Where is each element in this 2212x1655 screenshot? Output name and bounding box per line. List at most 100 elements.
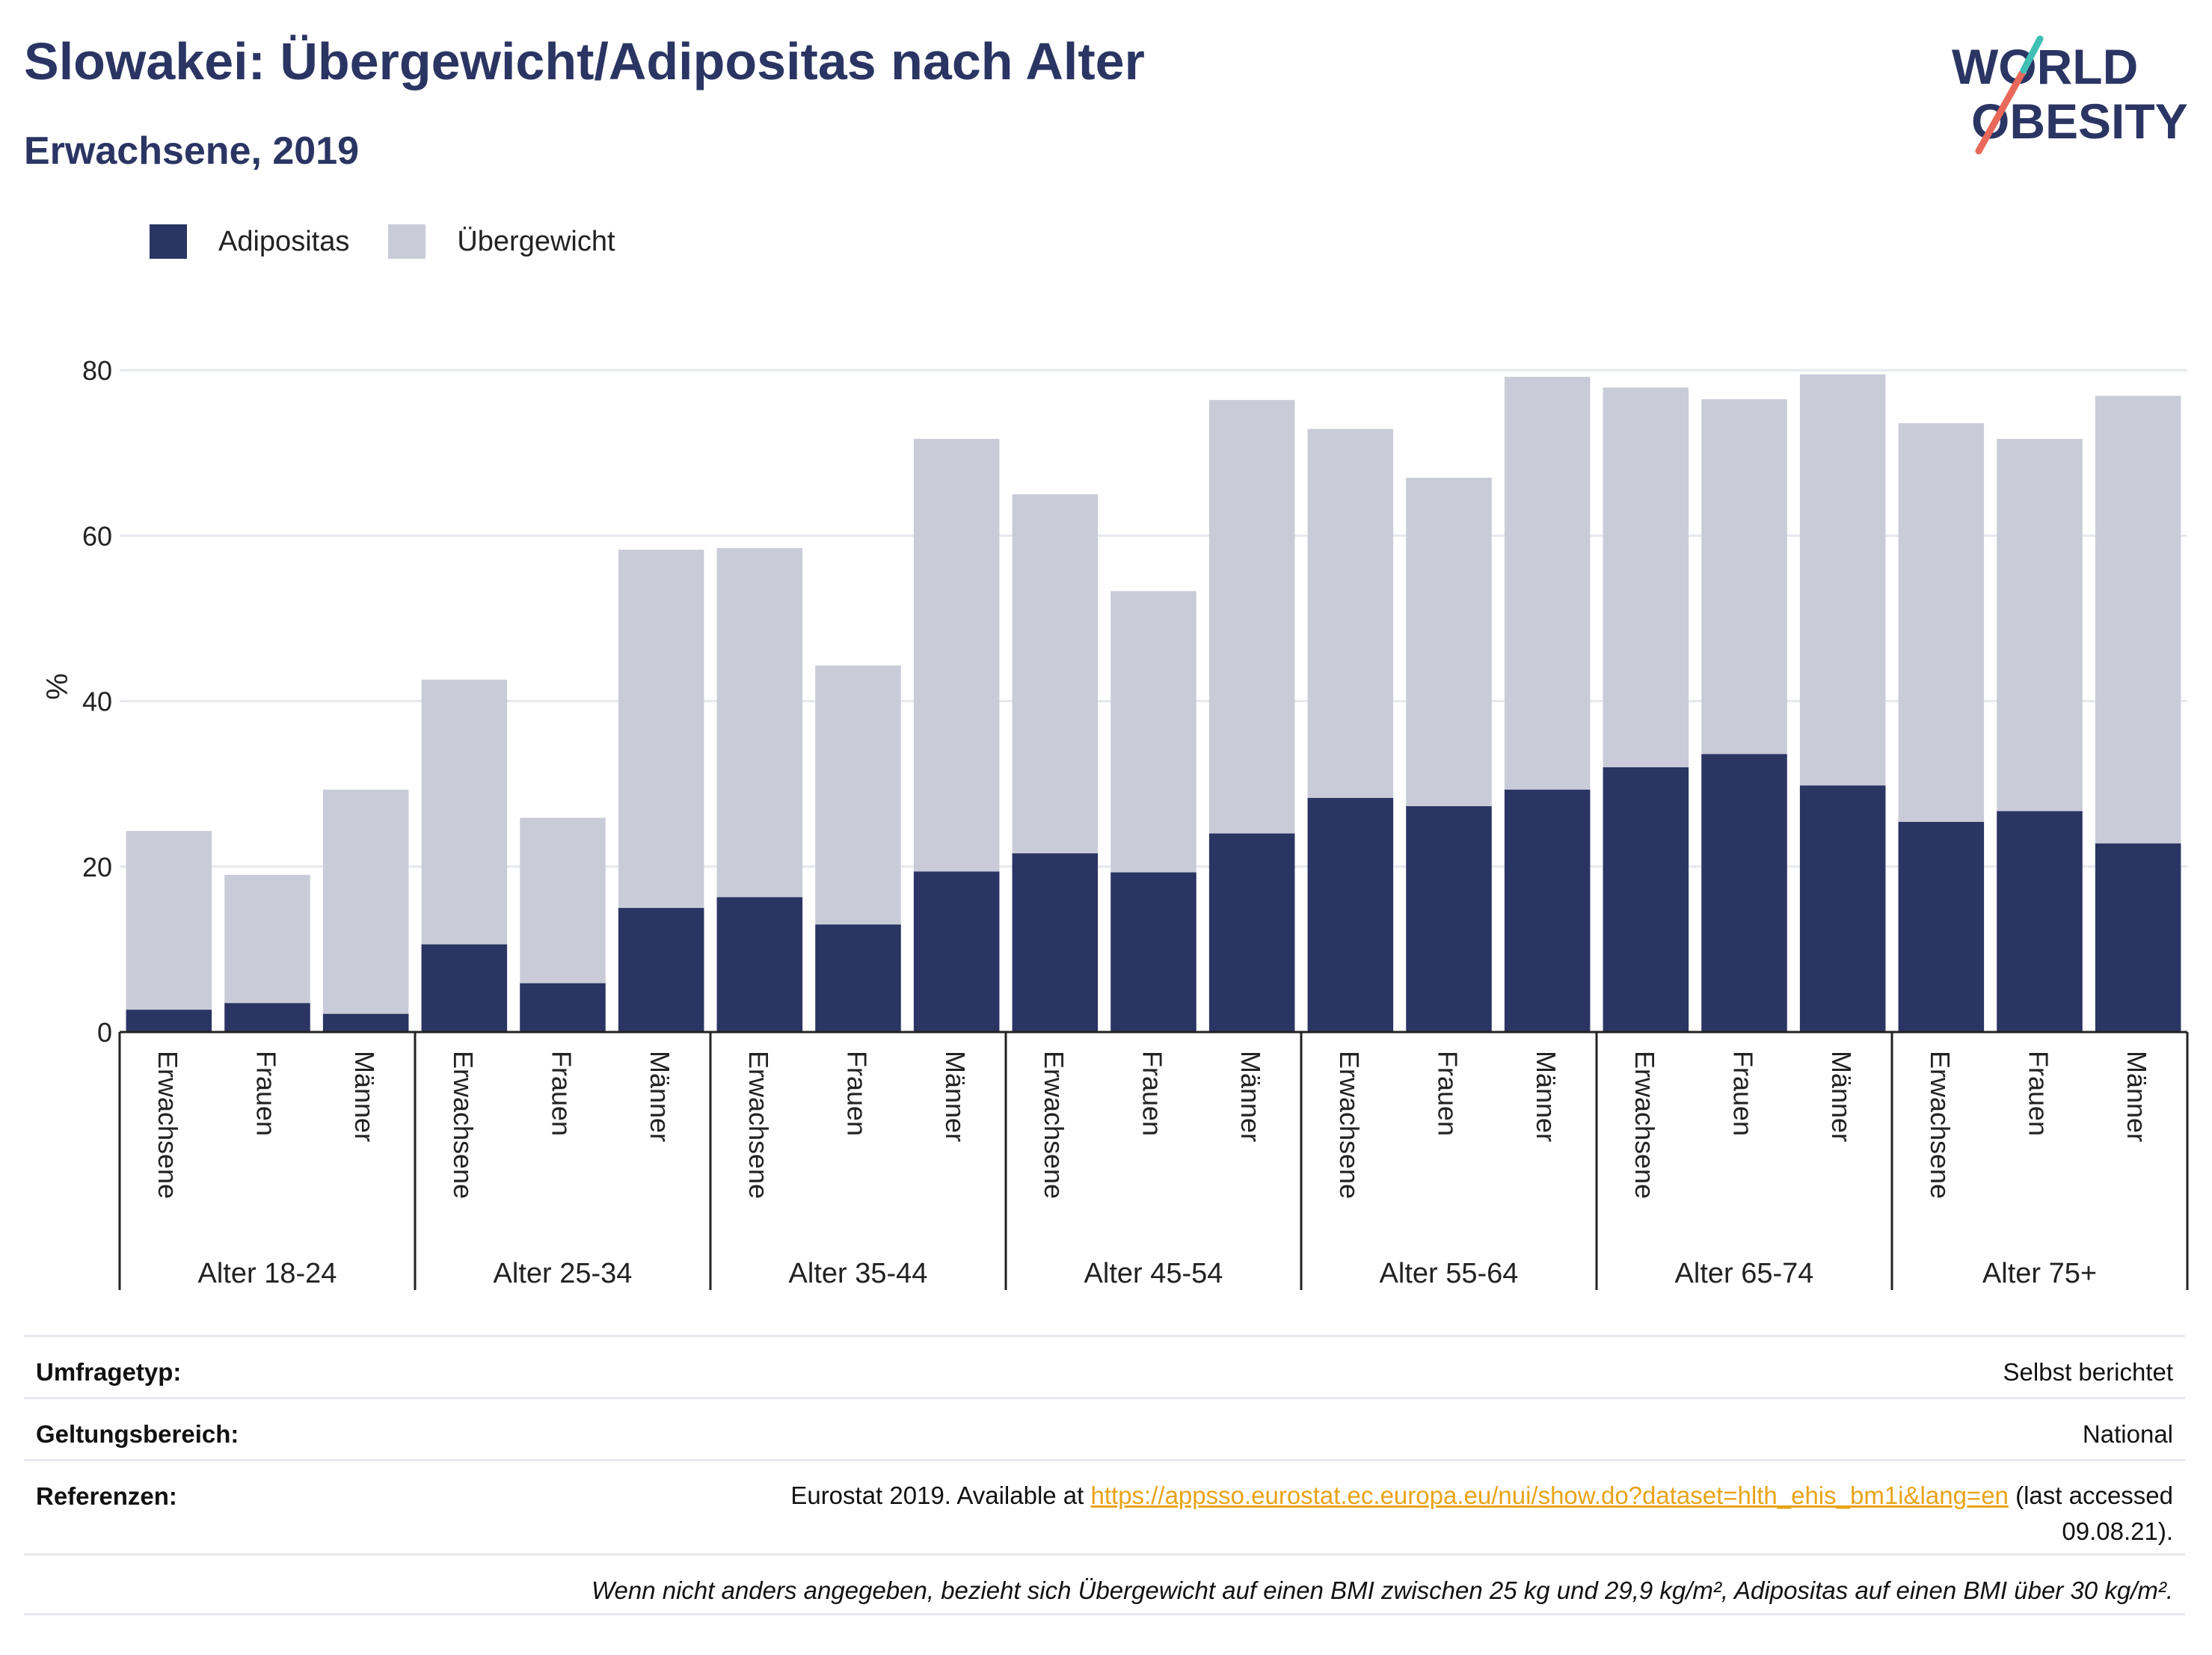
logo-text-world: WORLD bbox=[1952, 39, 2138, 94]
info-row-scope: Geltungsbereich: National bbox=[24, 1397, 2185, 1459]
legend-label-overweight: Übergewicht bbox=[457, 225, 615, 257]
x-sub-label: Erwachsene bbox=[1925, 1051, 1956, 1199]
chart-subtitle: Erwachsene, 2019 bbox=[24, 129, 360, 173]
references-suffix: (last accessed bbox=[2008, 1481, 2173, 1509]
bar-obesity bbox=[1504, 789, 1591, 1032]
bar-overweight bbox=[716, 547, 803, 897]
x-sub-label: Frauen bbox=[1137, 1051, 1168, 1136]
x-group-label: Alter 35-44 bbox=[789, 1258, 928, 1289]
bar-overweight bbox=[322, 789, 409, 1014]
survey-type-value: Selbst berichtet bbox=[2003, 1358, 2173, 1386]
bar-obesity bbox=[1208, 833, 1295, 1032]
bar-obesity bbox=[815, 924, 901, 1032]
x-sub-label: Männer bbox=[940, 1051, 971, 1142]
y-tick-label: 60 bbox=[82, 521, 112, 551]
info-row-references: Referenzen: Eurostat 2019. Available at … bbox=[24, 1459, 2185, 1553]
survey-type-label: Umfragetyp: bbox=[36, 1358, 182, 1386]
bar-obesity bbox=[1799, 785, 1886, 1032]
bar-obesity bbox=[1012, 853, 1099, 1032]
x-sub-label: Frauen bbox=[842, 1051, 873, 1136]
x-group-label: Alter 65-74 bbox=[1675, 1258, 1814, 1289]
x-group-label: Alter 45-54 bbox=[1084, 1258, 1223, 1289]
references-value: Eurostat 2019. Available at https://apps… bbox=[790, 1478, 2173, 1550]
x-sub-label: Männer bbox=[349, 1051, 380, 1142]
legend-swatch-obesity bbox=[150, 224, 187, 259]
x-group-label: Alter 18-24 bbox=[198, 1258, 337, 1289]
bar-overweight bbox=[1799, 374, 1886, 786]
bar-obesity bbox=[224, 1003, 310, 1032]
bar-obesity bbox=[520, 983, 606, 1032]
bar-obesity bbox=[618, 908, 704, 1032]
scope-label: Geltungsbereich: bbox=[36, 1420, 239, 1448]
y-tick-label: 20 bbox=[82, 852, 112, 882]
bar-obesity bbox=[716, 897, 803, 1032]
references-prefix: Eurostat 2019. Available at bbox=[790, 1481, 1091, 1509]
legend-swatch-overweight bbox=[388, 224, 426, 259]
x-group-label: Alter 75+ bbox=[1982, 1258, 2097, 1289]
y-tick-label: 80 bbox=[82, 355, 112, 386]
bar-obesity bbox=[1406, 805, 1492, 1032]
x-sub-label: Erwachsene bbox=[743, 1051, 774, 1199]
logo-slash-teal bbox=[2020, 35, 2044, 74]
bar-obesity bbox=[1898, 822, 1985, 1032]
bar-overweight bbox=[126, 831, 212, 1010]
bar-obesity bbox=[126, 1010, 212, 1032]
bar-overweight bbox=[1307, 429, 1394, 798]
world-obesity-logo: WORLD OBESITY bbox=[1952, 35, 2188, 155]
legend-label-obesity: Adipositas bbox=[218, 225, 350, 257]
scope-value: National bbox=[2082, 1420, 2173, 1448]
references-link[interactable]: https://appsso.eurostat.ec.europa.eu/nui… bbox=[1090, 1481, 2009, 1509]
x-sub-label: Männer bbox=[645, 1051, 675, 1142]
bar-overweight bbox=[1898, 423, 1985, 823]
bar-overweight bbox=[224, 874, 310, 1004]
bar-obesity bbox=[1701, 754, 1787, 1032]
x-sub-label: Frauen bbox=[2024, 1051, 2054, 1136]
references-label: Referenzen: bbox=[36, 1482, 177, 1510]
bar-overweight bbox=[1504, 376, 1591, 790]
bar-overweight bbox=[1110, 591, 1196, 873]
bar-overweight bbox=[1701, 399, 1787, 755]
info-table: Umfragetyp: Selbst berichtet Geltungsber… bbox=[24, 1335, 2185, 1615]
x-sub-label: Erwachsene bbox=[153, 1051, 183, 1199]
bar-overweight bbox=[815, 665, 901, 925]
bar-overweight bbox=[421, 679, 508, 945]
bar-overweight bbox=[520, 817, 606, 983]
bar-obesity bbox=[1307, 797, 1394, 1032]
x-sub-label: Frauen bbox=[1433, 1051, 1463, 1136]
y-tick-label: 40 bbox=[82, 687, 112, 717]
x-sub-label: Erwachsene bbox=[1039, 1051, 1069, 1199]
bar-obesity bbox=[421, 944, 508, 1032]
y-tick-label: 0 bbox=[97, 1017, 112, 1048]
bar-overweight bbox=[1997, 438, 2083, 811]
bar-overweight bbox=[1012, 494, 1099, 854]
logo-slash-red bbox=[1975, 70, 2026, 155]
bar-obesity bbox=[1997, 811, 2083, 1032]
x-group-label: Alter 55-64 bbox=[1380, 1258, 1519, 1289]
chart-title: Slowakei: Übergewicht/Adipositas nach Al… bbox=[24, 32, 1145, 90]
legend: Adipositas Übergewicht bbox=[150, 223, 654, 260]
legend-entry-obesity[interactable]: Adipositas bbox=[150, 224, 349, 259]
x-sub-label: Frauen bbox=[1728, 1051, 1759, 1136]
legend-entry-overweight[interactable]: Übergewicht bbox=[388, 224, 615, 259]
x-sub-label: Männer bbox=[2122, 1051, 2152, 1142]
info-row-note: Wenn nicht anders angegeben, bezieht sic… bbox=[24, 1553, 2185, 1615]
x-sub-label: Erwachsene bbox=[448, 1051, 479, 1199]
y-axis-label: % bbox=[40, 673, 73, 700]
x-sub-label: Männer bbox=[1826, 1051, 1857, 1142]
x-group-label: Alter 25-34 bbox=[494, 1258, 633, 1289]
references-date: 09.08.21). bbox=[2062, 1517, 2173, 1545]
x-sub-label: Erwachsene bbox=[1334, 1051, 1365, 1199]
bar-overweight bbox=[2095, 396, 2181, 844]
bar-obesity bbox=[913, 871, 1000, 1032]
x-sub-label: Frauen bbox=[547, 1051, 577, 1136]
x-sub-label: Frauen bbox=[251, 1051, 282, 1136]
bmi-note: Wenn nicht anders angegeben, bezieht sic… bbox=[591, 1576, 2173, 1604]
bar-overweight bbox=[913, 438, 1000, 872]
stacked-bar-chart: 0 20 40 60 80% Erwachsene Frauen Männer Alter 18… bbox=[40, 355, 2189, 1290]
bar-overweight bbox=[1603, 387, 1689, 767]
x-sub-label: Männer bbox=[1531, 1051, 1561, 1142]
bar-obesity bbox=[2095, 843, 2181, 1032]
x-sub-label: Erwachsene bbox=[1629, 1051, 1660, 1199]
bar-overweight bbox=[1406, 477, 1492, 806]
x-sub-label: Männer bbox=[1235, 1051, 1266, 1142]
